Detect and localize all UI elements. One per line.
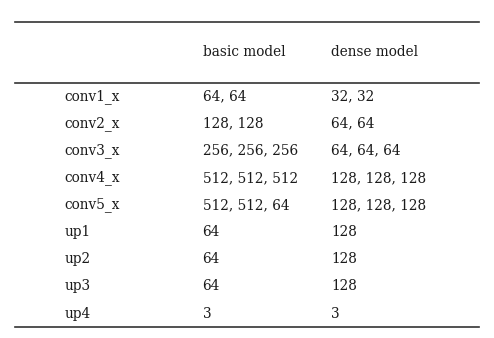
Text: 64, 64: 64, 64 — [331, 117, 374, 130]
Text: 128, 128, 128: 128, 128, 128 — [331, 171, 426, 185]
Text: 64, 64: 64, 64 — [203, 89, 246, 103]
Text: dense model: dense model — [331, 45, 418, 59]
Text: 128: 128 — [331, 280, 357, 293]
Text: 3: 3 — [331, 307, 339, 321]
Text: 128: 128 — [331, 252, 357, 266]
Text: conv3_x: conv3_x — [64, 143, 120, 158]
Text: conv2_x: conv2_x — [64, 116, 120, 131]
Text: 64, 64, 64: 64, 64, 64 — [331, 144, 401, 158]
Text: 64: 64 — [203, 280, 220, 293]
Text: conv5_x: conv5_x — [64, 197, 120, 213]
Text: up1: up1 — [64, 225, 90, 239]
Text: conv4_x: conv4_x — [64, 170, 120, 185]
Text: 32, 32: 32, 32 — [331, 89, 374, 103]
Text: 64: 64 — [203, 252, 220, 266]
Text: 128, 128, 128: 128, 128, 128 — [331, 198, 426, 212]
Text: 512, 512, 512: 512, 512, 512 — [203, 171, 298, 185]
Text: 128: 128 — [331, 225, 357, 239]
Text: conv1_x: conv1_x — [64, 89, 120, 104]
Text: basic model: basic model — [203, 45, 285, 59]
Text: 128, 128: 128, 128 — [203, 117, 263, 130]
Text: up4: up4 — [64, 307, 90, 321]
Text: 3: 3 — [203, 307, 211, 321]
Text: 256, 256, 256: 256, 256, 256 — [203, 144, 298, 158]
Text: up3: up3 — [64, 280, 90, 293]
Text: up2: up2 — [64, 252, 90, 266]
Text: 64: 64 — [203, 225, 220, 239]
Text: 512, 512, 64: 512, 512, 64 — [203, 198, 289, 212]
